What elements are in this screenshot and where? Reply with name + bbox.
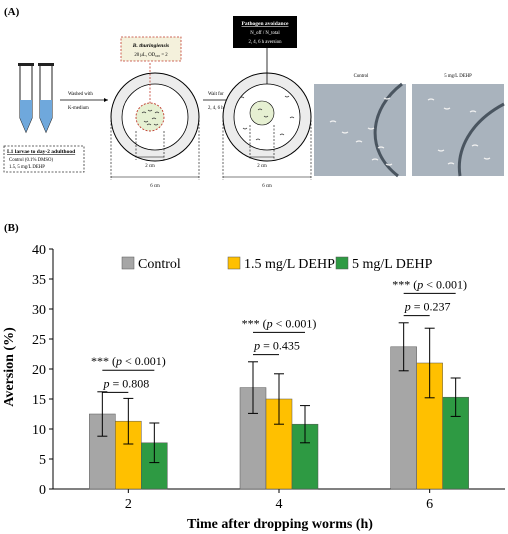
legend-swatch — [121, 256, 135, 270]
significance-label: *** (p < 0.001) — [91, 354, 166, 368]
plate-2-outer-diameter: 6 cm — [262, 184, 272, 189]
plate-1-outer-diameter: 6 cm — [150, 184, 160, 189]
legend-label: Control — [138, 257, 181, 272]
y-tick-label: 35 — [32, 273, 46, 288]
wash-arrowhead — [104, 98, 108, 102]
photo-label-dehp: 5 mg/L DEHP — [444, 74, 472, 79]
bt-title: B. thuringiensis — [132, 43, 169, 49]
avoidance-times: 2, 4, 6 h aversion — [248, 40, 282, 45]
y-tick-label: 30 — [32, 303, 46, 318]
x-tick-label: 6 — [426, 497, 433, 512]
legend-swatch — [227, 256, 241, 270]
y-tick-label: 10 — [32, 423, 46, 438]
plate-1-dimensions — [110, 120, 200, 180]
bar-chart: 0 5 10 15 20 25 30 35 40 2 4 6 *** (p < 0.001) p = … — [2, 243, 505, 532]
photo-label-control: Control — [354, 74, 369, 79]
significance-label: p = 0.808 — [102, 376, 149, 390]
wash-label-2: K-medium — [68, 106, 89, 111]
legend-label: 5 mg/L DEHP — [352, 257, 433, 272]
x-tick-label: 4 — [276, 497, 283, 512]
tube-icon-right — [38, 63, 54, 134]
plate-2 — [222, 72, 312, 162]
wait-label-1: Wait for — [208, 92, 224, 97]
significance-label: *** (p < 0.001) — [242, 316, 317, 330]
panel-a-label: (A) — [4, 6, 20, 18]
protocol-box: L1 larvae to day-2 adulthood Control (0.… — [3, 145, 85, 173]
plate-1 — [110, 72, 200, 162]
legend-label: 1.5 mg/L DEHP — [244, 257, 335, 272]
bar — [416, 362, 443, 490]
bt-concentration: 20 μL, OD₆₀₀ = 2 — [134, 53, 168, 58]
wash-label-1: Washed with — [68, 92, 93, 97]
protocol-line1: L1 larvae to day-2 adulthood — [7, 149, 75, 155]
x-tick-label: 2 — [125, 497, 132, 512]
avoidance-box: Pathogen avoidance N_off / N_total 2, 4,… — [233, 16, 297, 48]
y-tick-label: 20 — [32, 363, 46, 378]
plate-2-inner-diameter: 2 cm — [257, 164, 267, 169]
avoidance-formula: N_off / N_total — [250, 31, 280, 36]
significance-label: p = 0.435 — [253, 339, 300, 353]
protocol-line3: 1.5, 5 mg/L DEHP — [9, 165, 45, 170]
panel-b-label: (B) — [4, 222, 19, 234]
significance-label: *** (p < 0.001) — [392, 277, 467, 291]
y-tick-label: 40 — [32, 243, 46, 258]
y-axis-label: Aversion (%) — [2, 327, 17, 407]
photo-dehp — [412, 84, 505, 177]
significance-label: p = 0.237 — [404, 300, 451, 314]
bt-box: B. thuringiensis 20 μL, OD₆₀₀ = 2 — [120, 36, 182, 62]
wait-label-2: 2, 4, 6 h — [208, 106, 224, 111]
x-axis-label: Time after dropping worms (h) — [187, 517, 373, 532]
protocol-line2: Control (0.1% DMSO) — [9, 158, 54, 163]
plate-1-inner-diameter: 2 cm — [145, 164, 155, 169]
avoidance-title: Pathogen avoidance — [242, 21, 289, 27]
y-tick-label: 5 — [39, 453, 46, 468]
photo-control — [314, 82, 406, 178]
plate-2-dimensions — [222, 120, 312, 180]
y-tick-label: 25 — [32, 333, 46, 348]
y-tick-label: 0 — [39, 483, 46, 498]
y-tick-label: 15 — [32, 393, 46, 408]
legend-swatch — [335, 256, 349, 270]
tube-icon-left — [18, 63, 34, 134]
